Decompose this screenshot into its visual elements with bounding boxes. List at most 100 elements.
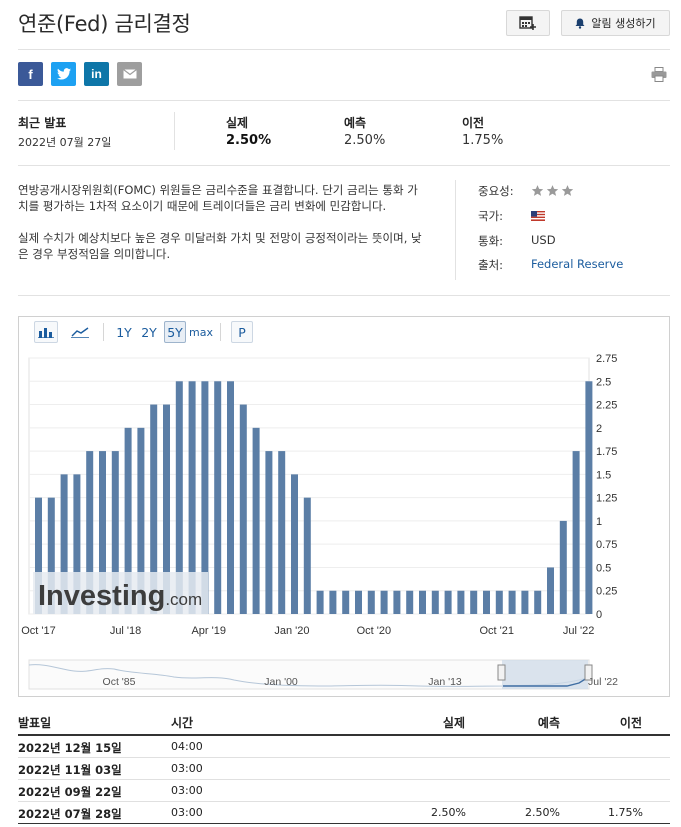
linkedin-icon: in <box>91 67 102 81</box>
chart-bar[interactable] <box>380 590 388 614</box>
source-link[interactable]: Federal Reserve <box>531 257 624 271</box>
chart-bar[interactable] <box>278 451 286 614</box>
chart-bar[interactable] <box>444 590 452 614</box>
chart-bar[interactable] <box>521 590 529 614</box>
actual-label: 실제 <box>226 116 249 130</box>
facebook-share-button[interactable]: f <box>18 62 43 86</box>
chart-bar[interactable] <box>291 474 298 614</box>
chart-bar[interactable] <box>303 497 311 614</box>
chart-bar[interactable] <box>239 404 247 614</box>
star-icon <box>546 185 559 196</box>
p-button[interactable]: P <box>231 321 253 343</box>
table-row: 2022년 09월 22일 03:00 <box>18 780 670 802</box>
chart-bar[interactable] <box>227 381 234 614</box>
x-tick-label: Oct '17 <box>21 625 56 637</box>
mail-icon <box>122 69 137 79</box>
x-tick-label: Apr '19 <box>191 625 226 637</box>
chart-bar[interactable] <box>111 451 119 614</box>
range-1y-button[interactable]: 1Y <box>116 324 132 340</box>
row-date: 2022년 12월 15일 <box>18 741 122 755</box>
chart-bar[interactable] <box>572 451 580 614</box>
chart-bar[interactable] <box>265 451 273 614</box>
chart-bar[interactable] <box>431 590 439 614</box>
chart-bar[interactable] <box>483 590 490 614</box>
navigator-handle-right[interactable] <box>584 664 593 681</box>
navigator-label: Jan '00 <box>264 676 298 688</box>
chart-bar[interactable] <box>201 381 209 614</box>
chart-bar[interactable] <box>393 590 401 614</box>
chart-bar[interactable] <box>163 404 170 614</box>
range-navigator[interactable] <box>28 659 593 690</box>
chart-bar[interactable] <box>559 520 567 614</box>
watermark-text: Investing.com <box>38 580 202 612</box>
country-label: 국가: <box>478 209 504 223</box>
chart-bar[interactable] <box>355 590 362 614</box>
chart-bar[interactable] <box>495 590 503 614</box>
source-label: 출처: <box>478 258 504 272</box>
actual-value: 2.50% <box>226 133 272 148</box>
row-date: 2022년 09월 22일 <box>18 785 122 799</box>
y-tick-label: 2.75 <box>596 353 617 365</box>
area-chart-icon <box>71 327 89 338</box>
chart-bar[interactable] <box>367 590 375 614</box>
chart-bar[interactable] <box>419 590 426 614</box>
chart-bar[interactable] <box>137 427 145 614</box>
previous-value: 1.75% <box>462 133 504 148</box>
range-2y-button[interactable]: 2Y <box>141 324 157 340</box>
facebook-icon: f <box>28 66 33 82</box>
chart-bar[interactable] <box>188 381 196 614</box>
chart-bar[interactable] <box>60 474 68 614</box>
chart-panel: 1Y 2Y 5Y max P Investing.com 0 0.25 0.5 0.7… <box>18 316 670 697</box>
chart-bar[interactable] <box>457 590 465 614</box>
chart-bar[interactable] <box>73 474 81 614</box>
x-tick-label: Oct '20 <box>357 625 392 637</box>
chart-bar[interactable] <box>124 427 132 614</box>
divider <box>18 100 670 101</box>
email-share-button[interactable] <box>117 62 142 86</box>
chart-bar[interactable] <box>508 590 516 614</box>
chart-bar[interactable] <box>534 590 542 614</box>
add-to-calendar-button[interactable] <box>506 10 550 36</box>
chart-bar[interactable] <box>47 497 55 614</box>
importance-stars <box>531 184 574 197</box>
row-actual: 2.50% <box>431 806 466 819</box>
latest-release-date: 2022년 07월 27일 <box>18 136 112 149</box>
navigator-selected-line <box>503 677 588 687</box>
linkedin-share-button[interactable]: in <box>84 62 109 86</box>
chart-bar[interactable] <box>329 590 337 614</box>
chart-bar[interactable] <box>316 590 324 614</box>
table-header-row: 발표일 시간 실제 예측 이전 <box>18 712 670 736</box>
chart-bar[interactable] <box>585 381 593 614</box>
chart-bar[interactable] <box>214 381 222 614</box>
forecast-label: 예측 <box>344 116 367 130</box>
range-5y-button[interactable]: 5Y <box>164 321 186 343</box>
divider <box>18 49 670 50</box>
create-alert-button[interactable]: 알림 생성하기 <box>561 10 670 36</box>
chart-bar[interactable] <box>342 590 350 614</box>
latest-release-label: 최근 발표 <box>18 116 67 130</box>
chart-bar[interactable] <box>406 590 414 614</box>
x-tick-label: Oct '21 <box>479 625 514 637</box>
range-max-button[interactable]: max <box>189 325 213 339</box>
row-time: 04:00 <box>171 740 203 753</box>
chart-bar[interactable] <box>252 427 260 614</box>
twitter-share-button[interactable] <box>51 62 76 86</box>
currency-label: 통화: <box>478 234 504 248</box>
navigator-handle-left[interactable] <box>497 664 506 681</box>
chart-bar[interactable] <box>470 590 478 614</box>
chart-bar[interactable] <box>35 497 42 614</box>
chart-bar[interactable] <box>175 381 183 614</box>
area-chart-toggle[interactable] <box>68 321 92 343</box>
chart-bar[interactable] <box>547 567 554 614</box>
chart-bar[interactable] <box>150 404 158 614</box>
importance-label: 중요성: <box>478 184 514 198</box>
y-tick-label: 2.25 <box>596 400 617 412</box>
y-tick-label: 2 <box>596 423 602 435</box>
bar-chart-toggle[interactable] <box>34 321 58 343</box>
navigator-label: Jan '13 <box>428 676 462 688</box>
col-header-actual: 실제 <box>442 716 465 730</box>
chart-bar[interactable] <box>86 451 94 614</box>
chart-bar[interactable] <box>99 451 106 614</box>
print-icon[interactable] <box>651 67 667 82</box>
interest-rate-bar-chart: Investing.com 0 0.25 0.5 0.75 1 1.25 1.5 1.75 2 2… <box>21 353 618 690</box>
